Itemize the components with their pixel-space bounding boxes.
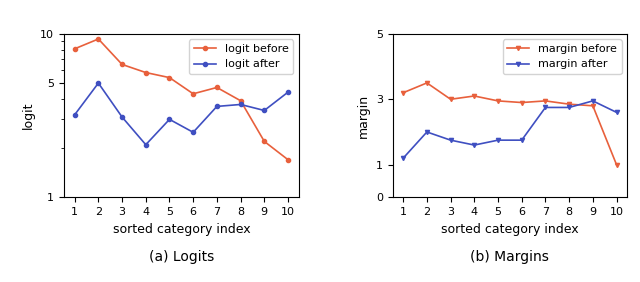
margin after <box>494 138 502 142</box>
logit after <box>284 91 292 94</box>
margin after <box>447 138 454 142</box>
margin before <box>518 101 525 104</box>
logit after <box>189 131 197 134</box>
margin after <box>470 143 478 147</box>
margin after <box>612 111 620 114</box>
Y-axis label: logit: logit <box>22 102 35 129</box>
logit after <box>95 81 102 85</box>
Legend: margin before, margin after: margin before, margin after <box>503 39 621 74</box>
Legend: logit before, logit after: logit before, logit after <box>189 39 293 74</box>
logit after <box>71 113 79 116</box>
margin before <box>589 104 596 107</box>
logit after <box>166 118 173 121</box>
logit after <box>237 103 244 106</box>
margin before <box>565 102 573 106</box>
margin before <box>612 163 620 166</box>
logit before <box>189 92 197 96</box>
Line: logit after: logit after <box>72 81 290 147</box>
margin before <box>447 98 454 101</box>
margin before <box>423 81 431 85</box>
logit before <box>95 37 102 41</box>
logit before <box>118 63 126 66</box>
logit before <box>284 158 292 161</box>
margin after <box>423 130 431 134</box>
logit after <box>142 143 150 146</box>
Title: (a) Logits: (a) Logits <box>148 250 214 264</box>
margin before <box>541 99 549 103</box>
logit before <box>166 76 173 79</box>
Line: logit before: logit before <box>72 37 290 162</box>
Line: margin after: margin after <box>401 99 619 160</box>
X-axis label: sorted category index: sorted category index <box>441 223 579 236</box>
logit before <box>71 47 79 50</box>
logit after <box>118 115 126 119</box>
logit before <box>213 86 221 89</box>
Line: margin before: margin before <box>401 81 619 167</box>
logit after <box>260 109 268 112</box>
margin after <box>399 157 407 160</box>
Title: (b) Margins: (b) Margins <box>470 250 549 264</box>
logit before <box>142 71 150 74</box>
margin before <box>470 94 478 98</box>
margin before <box>399 91 407 94</box>
logit after <box>213 105 221 108</box>
X-axis label: sorted category index: sorted category index <box>113 223 250 236</box>
logit before <box>237 99 244 102</box>
logit before <box>260 140 268 143</box>
margin after <box>541 106 549 109</box>
margin after <box>518 138 525 142</box>
margin after <box>589 99 596 103</box>
margin before <box>494 99 502 103</box>
Y-axis label: margin: margin <box>357 94 371 138</box>
margin after <box>565 106 573 109</box>
